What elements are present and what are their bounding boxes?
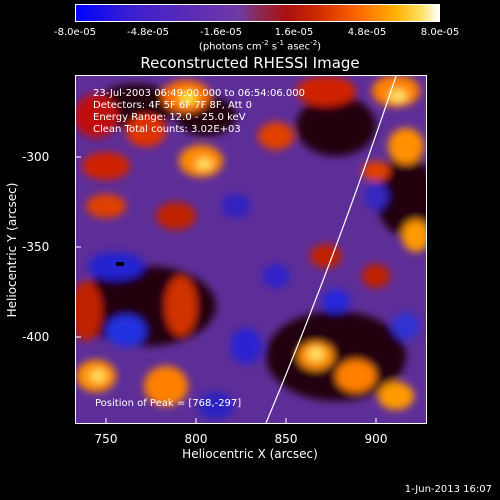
rhessi-image: [75, 75, 427, 424]
image-canvas: [76, 76, 426, 423]
colorbar-unit: (photons cm-2 s-1 asec-2): [198, 39, 322, 53]
clean-counts: Clean Total counts: 3.02E+03: [93, 124, 241, 135]
detectors-text: Detectors: 4F 5F 6F 7F 8F, Att 0: [93, 100, 253, 111]
plot-title: Reconstructed RHESSI Image: [140, 54, 360, 72]
solar-limb-line: [265, 76, 397, 423]
x-tick: 750: [94, 432, 118, 446]
x-tick: 900: [364, 432, 388, 446]
colorbar-tick: 4.8e-05: [347, 27, 387, 38]
colorbar-tick: -1.6e-05: [200, 27, 242, 38]
timestamp: 1-Jun-2013 16:07: [404, 484, 492, 495]
colorbar-tick: 8.0e-05: [420, 27, 460, 38]
colorbar-tick: -4.8e-05: [127, 27, 169, 38]
colorbar-tick: -8.0e-05: [54, 27, 96, 38]
colorbar-tick: 1.6e-05: [274, 27, 314, 38]
x-tick: 800: [184, 432, 208, 446]
energy-range: Energy Range: 12.0 - 25.0 keV: [93, 112, 246, 123]
x-tick: 850: [274, 432, 298, 446]
y-tick: -400: [22, 330, 50, 344]
y-axis-label: Heliocentric Y (arcsec): [5, 182, 19, 318]
time-range: 23-Jul-2003 06:49:00.000 to 06:54:06.000: [93, 88, 305, 99]
peak-position: Position of Peak = [768,-297]: [95, 398, 242, 409]
y-tick: -300: [22, 150, 50, 164]
colorbar: [75, 4, 440, 22]
x-axis-label: Heliocentric X (arcsec): [182, 447, 318, 461]
y-tick: -350: [22, 240, 50, 254]
